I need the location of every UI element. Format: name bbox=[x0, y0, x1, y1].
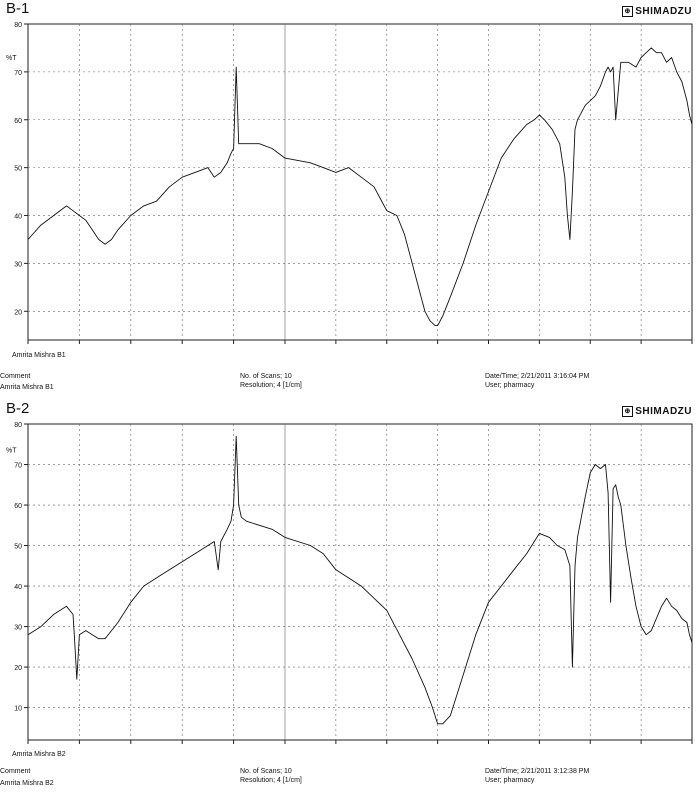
y-tick-label: 70 bbox=[14, 463, 22, 470]
sample-name: Amrita Mishra B1 bbox=[12, 352, 66, 359]
y-tick-label: 40 bbox=[14, 214, 22, 221]
y-tick-label: 60 bbox=[14, 503, 22, 510]
ir-spectrum-chart: 4 0003 6003 2002 8002 4002 0001 8001 600… bbox=[6, 422, 693, 744]
user: User; pharmacy bbox=[485, 777, 535, 784]
y-tick-label: 20 bbox=[14, 665, 22, 672]
shimadzu-logo: ⊕ SHIMADZU bbox=[622, 406, 692, 417]
y-tick-label: 10 bbox=[14, 706, 22, 713]
date-time: Date/Time; 2/21/2011 3:16:04 PM bbox=[485, 373, 590, 380]
y-tick-label: 30 bbox=[14, 625, 22, 632]
spectrum-line bbox=[27, 47, 693, 327]
ir-spectrum-chart: 4 0003 6003 2002 8002 4002 0001 8001 600… bbox=[6, 22, 693, 344]
scan-count: No. of Scans; 10 bbox=[240, 768, 292, 775]
panel-title: B-2 bbox=[6, 400, 30, 417]
comment-label: Comment bbox=[0, 373, 31, 380]
comment-value: Amrita Mishra B2 bbox=[0, 780, 54, 787]
spectrum-panel-b2: B-2 ⊕ SHIMADZU 4 0003 6003 2002 8002 400… bbox=[0, 400, 700, 794]
brand-name: SHIMADZU bbox=[635, 6, 692, 17]
comment-label: Comment bbox=[0, 768, 31, 775]
spectrum-panel-b1: B-1 ⊕ SHIMADZU 4 0003 6003 2002 8002 400… bbox=[0, 0, 700, 394]
y-tick-label: 50 bbox=[14, 166, 22, 173]
comment-value: Amrita Mishra B1 bbox=[0, 384, 54, 391]
y-tick-label: 30 bbox=[14, 261, 22, 268]
sample-name: Amrita Mishra B2 bbox=[12, 751, 66, 758]
brand-name: SHIMADZU bbox=[635, 406, 692, 417]
resolution: Resolution; 4 [1/cm] bbox=[240, 382, 302, 389]
y-axis-label: %T bbox=[6, 448, 17, 455]
plot-frame bbox=[27, 423, 693, 741]
y-tick-label: 40 bbox=[14, 584, 22, 591]
shimadzu-logo-icon: ⊕ bbox=[622, 6, 634, 17]
scan-count: No. of Scans; 10 bbox=[240, 373, 292, 380]
panel-title: B-1 bbox=[6, 0, 30, 17]
y-axis-label: %T bbox=[6, 55, 17, 62]
plot-frame bbox=[27, 23, 693, 341]
y-tick-label: 60 bbox=[14, 118, 22, 125]
y-tick-label: 70 bbox=[14, 70, 22, 77]
spectrum-line bbox=[27, 435, 693, 725]
y-tick-label: 80 bbox=[14, 422, 22, 429]
y-tick-label: 80 bbox=[14, 22, 22, 29]
y-tick-label: 20 bbox=[14, 309, 22, 316]
resolution: Resolution; 4 [1/cm] bbox=[240, 777, 302, 784]
shimadzu-logo: ⊕ SHIMADZU bbox=[622, 6, 692, 17]
date-time: Date/Time; 2/21/2011 3:12:38 PM bbox=[485, 768, 590, 775]
user: User; pharmacy bbox=[485, 382, 535, 389]
y-tick-label: 50 bbox=[14, 544, 22, 551]
shimadzu-logo-icon: ⊕ bbox=[622, 406, 634, 417]
